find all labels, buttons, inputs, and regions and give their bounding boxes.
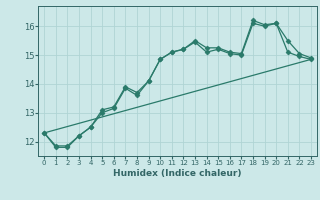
- X-axis label: Humidex (Indice chaleur): Humidex (Indice chaleur): [113, 169, 242, 178]
